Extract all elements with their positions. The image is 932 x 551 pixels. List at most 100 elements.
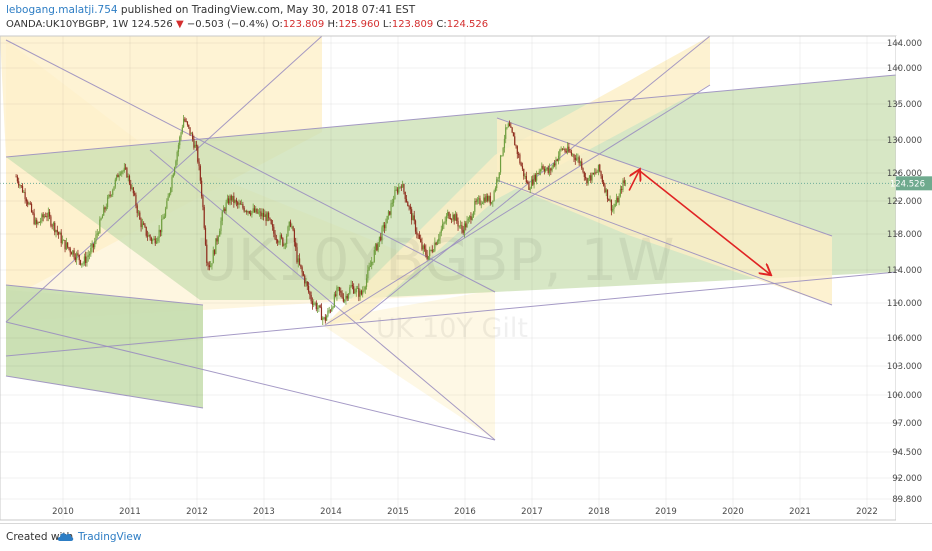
candle-body: [67, 242, 69, 248]
candle-body: [101, 215, 104, 219]
candle-body: [587, 177, 589, 184]
candle-body: [104, 207, 106, 210]
price-chart[interactable]: UK10YBGBP, 1W UK 10Y Gilt 144.000 140.000…: [0, 0, 932, 523]
candle-body: [365, 278, 368, 287]
price-axis[interactable]: 144.000 140.000 135.000 130.000 126.000 122.0…: [887, 36, 932, 523]
candle-body: [363, 289, 365, 291]
candle-body: [79, 260, 82, 265]
high-label: H:: [327, 19, 339, 30]
candle-body: [398, 187, 400, 193]
candle-body: [456, 214, 458, 222]
grid: [0, 36, 896, 520]
candle-body: [19, 185, 21, 187]
candle-body: [148, 234, 150, 237]
x-tick-label: 2020: [722, 507, 744, 517]
candle-body: [440, 229, 442, 233]
candle-body: [362, 290, 364, 295]
candle-body: [117, 174, 119, 178]
candle-body: [141, 223, 143, 228]
candle-body: [114, 179, 116, 187]
candle-body: [180, 132, 182, 138]
candle-body: [132, 187, 134, 194]
x-tick-label: 2015: [387, 507, 409, 517]
candle-body: [493, 191, 495, 201]
author-link[interactable]: lebogang.malatji.754: [6, 4, 118, 16]
candle-body: [353, 286, 355, 294]
candle-body: [618, 195, 620, 203]
zone-green-lower2: [6, 290, 203, 356]
candle-body: [371, 261, 373, 266]
candle-body: [359, 290, 361, 297]
candle-body: [508, 123, 511, 127]
candle-body: [588, 175, 591, 178]
price-change: −0.503 (−0.4%): [186, 19, 269, 30]
candle-body: [561, 148, 564, 150]
candle-body: [389, 211, 391, 215]
candle-body: [311, 301, 314, 305]
candle-body: [320, 307, 323, 321]
candle-body: [293, 230, 296, 243]
candle-body: [582, 168, 584, 172]
candle-body: [278, 242, 280, 244]
candle-body: [234, 200, 236, 203]
candle-body: [259, 211, 261, 213]
candle-body: [577, 157, 579, 159]
watermark-symbol: UK10YBGBP, 1W: [195, 226, 674, 294]
candle-body: [487, 195, 489, 201]
candle-body: [537, 173, 539, 175]
candle-body: [59, 232, 61, 235]
candle-body: [262, 212, 265, 217]
last-price: 124.526: [131, 19, 173, 30]
candle-body: [560, 148, 562, 150]
candle-body: [18, 181, 20, 186]
projection-arrow: [638, 169, 770, 275]
candle-body: [435, 242, 437, 245]
projection-arrows: [628, 169, 770, 275]
candle-body: [556, 159, 558, 161]
candle-body: [21, 185, 24, 193]
tradingview-link[interactable]: TradingView: [78, 531, 142, 543]
candle-body: [283, 244, 285, 246]
candle-body: [206, 244, 208, 263]
candle-body: [393, 199, 395, 203]
open-label: O:: [271, 19, 283, 30]
candle-body: [443, 222, 445, 225]
candle-body: [287, 226, 289, 236]
candle-body: [96, 233, 98, 235]
candle-body: [451, 219, 453, 220]
candle-body: [578, 157, 580, 164]
candle-body: [503, 138, 506, 148]
candle-body: [145, 226, 147, 236]
candle-body: [364, 286, 366, 290]
time-axis[interactable]: 2010 2011 2012 2013 2014 2015 2016 2017 2018 2019…: [52, 507, 878, 517]
candle-body: [121, 171, 123, 174]
change-arrow-icon: ▼: [175, 19, 184, 30]
candle-body: [413, 215, 415, 221]
candle-body: [131, 187, 133, 189]
candle-body: [92, 243, 95, 248]
candle-body: [82, 263, 84, 265]
created-with-label: Created with: [6, 531, 74, 543]
candle-body: [422, 245, 424, 250]
candle-body: [453, 214, 455, 221]
tradingview-cloud-icon[interactable]: [56, 529, 74, 543]
candle-body: [292, 226, 294, 231]
candle-body: [341, 292, 343, 298]
candle-body: [586, 178, 588, 184]
candle-body: [23, 192, 25, 193]
candle-body: [231, 195, 234, 201]
candle-body: [497, 178, 499, 180]
candle-body: [38, 222, 40, 223]
x-tick-label: 2016: [454, 507, 476, 517]
candle-body: [546, 167, 548, 170]
candle-body: [268, 212, 270, 218]
candle-body: [502, 147, 504, 156]
candle-body: [421, 241, 423, 250]
candle-body: [390, 203, 392, 215]
candle-body: [360, 290, 363, 295]
candle-body: [458, 225, 460, 227]
candle-body: [246, 211, 248, 213]
y-tick-label: 135.000: [887, 100, 922, 110]
candles: [15, 115, 627, 326]
candle-body: [300, 264, 302, 268]
